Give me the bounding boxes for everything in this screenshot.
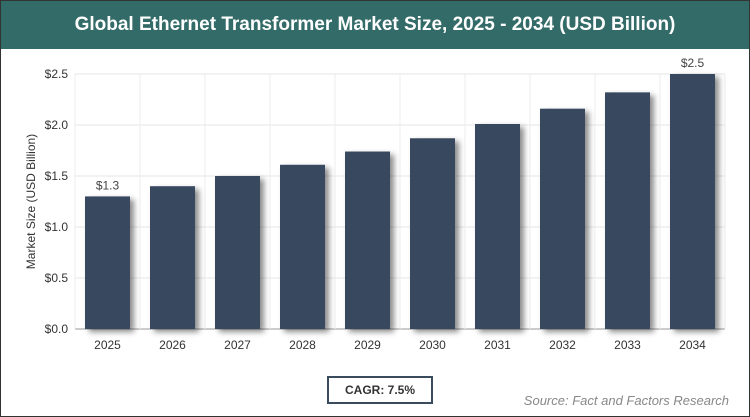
bar-2029 — [345, 151, 390, 329]
x-tick-label: 2026 — [159, 338, 186, 352]
cagr-badge: CAGR: 7.5% — [327, 376, 433, 404]
bar-2033 — [605, 92, 650, 329]
y-tick-label: $2.0 — [45, 118, 69, 132]
y-tick-label: $0.0 — [45, 322, 69, 336]
bar-2030 — [410, 138, 455, 329]
data-label-2025: $1.3 — [96, 178, 120, 192]
bar-2034 — [670, 74, 715, 329]
x-tick-label: 2025 — [94, 338, 121, 352]
x-tick-label: 2034 — [679, 338, 706, 352]
y-tick-label: $1.0 — [45, 220, 69, 234]
x-tick-label: 2028 — [289, 338, 316, 352]
x-tick-label: 2030 — [419, 338, 446, 352]
source-note: Source: Fact and Factors Research — [523, 393, 729, 408]
y-tick-label: $0.5 — [45, 271, 69, 285]
bar-2032 — [540, 108, 585, 330]
x-tick-label: 2033 — [614, 338, 641, 352]
y-tick-label: $1.5 — [45, 169, 69, 183]
x-tick-label: 2032 — [549, 338, 576, 352]
bar-2025 — [85, 196, 130, 329]
bar-2031 — [475, 123, 520, 329]
bar-2028 — [280, 164, 325, 329]
chart-title: Global Ethernet Transformer Market Size,… — [1, 1, 749, 49]
y-tick-label: $2.5 — [45, 67, 69, 81]
data-label-2034: $2.5 — [681, 56, 705, 70]
y-axis-label: Market Size (USD Billion) — [24, 134, 38, 269]
bar-2027 — [215, 176, 260, 329]
bar-2026 — [150, 186, 195, 329]
x-tick-label: 2029 — [354, 338, 381, 352]
x-tick-label: 2031 — [484, 338, 511, 352]
x-tick-label: 2027 — [224, 338, 251, 352]
